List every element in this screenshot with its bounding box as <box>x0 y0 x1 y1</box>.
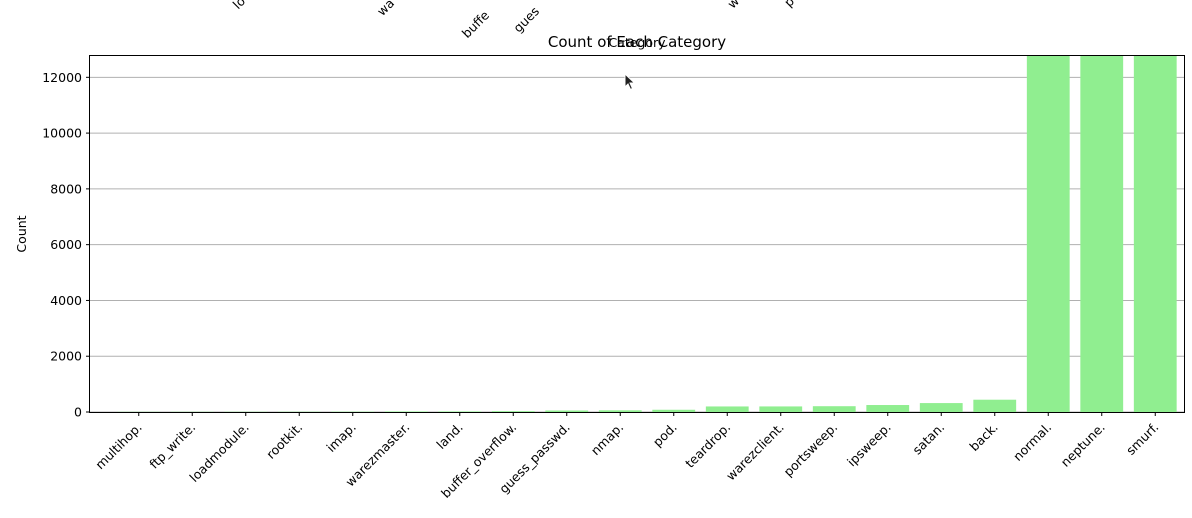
x-tick-label: nmap. <box>588 420 627 459</box>
x-tick-label: satan. <box>909 420 947 458</box>
x-tick-label: teardrop. <box>682 420 733 471</box>
bar <box>224 411 268 413</box>
y-tick-label: 10000 <box>42 126 82 141</box>
y-tick-label: 8000 <box>50 181 82 196</box>
x-tick-label: ftp_write. <box>146 420 198 472</box>
bar <box>705 406 749 412</box>
bar <box>1026 55 1070 412</box>
y-tick-label: 2000 <box>50 349 82 364</box>
x-tick-label: imap. <box>323 420 359 456</box>
x-tick-label: normal. <box>1010 420 1054 464</box>
bar <box>973 399 1017 412</box>
chart-title: Count of Each Category <box>548 33 726 51</box>
ghost-label: lo <box>230 0 248 12</box>
bar <box>652 409 696 412</box>
bar <box>598 410 642 412</box>
bar <box>759 406 803 412</box>
bar <box>331 411 375 413</box>
y-tick-label: 12000 <box>42 70 82 85</box>
y-axis-label: Count <box>14 215 29 252</box>
x-tick-label: smurf. <box>1123 420 1161 458</box>
bar <box>491 411 535 412</box>
ghost-label: gues <box>510 4 542 36</box>
x-tick-label: multihop. <box>92 420 145 473</box>
ghost-label: wa <box>374 0 397 19</box>
y-tick-label: 4000 <box>50 293 82 308</box>
bar <box>545 410 589 412</box>
y-axis-ticks: 0 2000 4000 6000 8000 10000 12000 <box>42 70 90 420</box>
x-tick-label: rootkit. <box>263 420 305 462</box>
bar <box>384 411 428 412</box>
bar <box>1133 55 1177 412</box>
x-tick-label: warezclient. <box>723 420 787 484</box>
x-tick-label: pod. <box>650 420 680 450</box>
x-axis-ticks: multihop. ftp_write.loadmodule. rootkit. im… <box>92 412 1161 501</box>
x-tick-label: back. <box>966 420 1000 454</box>
x-tick-label: portsweep. <box>781 420 841 480</box>
grid-lines <box>90 76 1185 413</box>
x-tick-label: land. <box>433 420 466 453</box>
y-tick-label: 6000 <box>50 237 82 252</box>
bar <box>812 406 856 412</box>
bar <box>1080 55 1124 412</box>
bar <box>438 411 482 412</box>
x-tick-label: ipsweep. <box>844 420 894 470</box>
ghost-label: buffe <box>459 7 493 41</box>
ghost-title: Category <box>608 35 666 50</box>
x-tick-label: neptune. <box>1058 420 1108 470</box>
ghost-label: w <box>724 0 742 11</box>
y-tick-label: 0 <box>74 405 82 420</box>
mouse-cursor-icon <box>624 73 636 91</box>
ghost-label: p <box>781 0 797 10</box>
bar <box>866 405 910 412</box>
bar <box>919 403 963 412</box>
plot-frame <box>89 55 1185 413</box>
bars <box>117 55 1177 413</box>
bar <box>277 411 321 413</box>
